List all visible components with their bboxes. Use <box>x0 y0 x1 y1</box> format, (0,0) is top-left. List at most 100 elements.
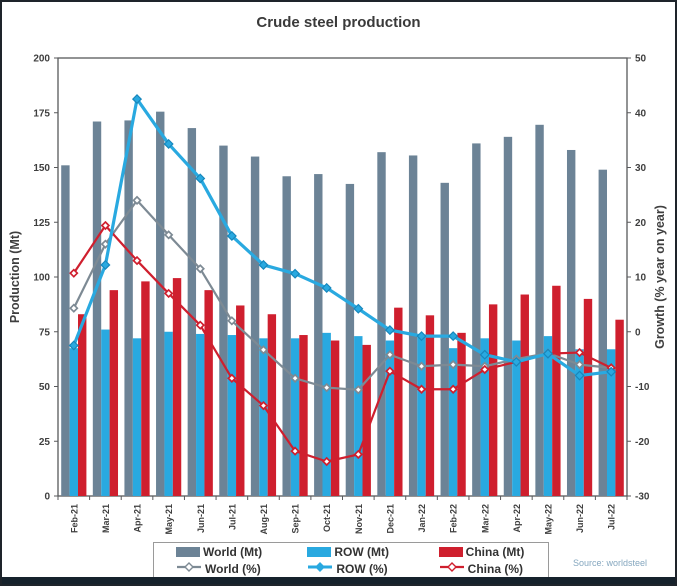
legend-swatch <box>176 546 200 557</box>
marker-row <box>195 173 206 184</box>
x-axis-month-label: Jun-22 <box>575 504 585 533</box>
bar-china-mt <box>172 278 182 496</box>
bar-world-mt <box>440 182 449 496</box>
right-axis-tick-label: 30 <box>635 163 647 174</box>
marker-china <box>321 456 332 467</box>
marker-world <box>132 195 142 206</box>
marker-row <box>574 370 585 381</box>
x-axis-month-label: Sep-21 <box>291 504 301 534</box>
marker-world <box>100 239 111 249</box>
bar-row-mt <box>164 331 173 496</box>
bar-world-mt <box>92 121 102 496</box>
marker-china <box>290 446 300 456</box>
bar-china-mt <box>425 315 435 496</box>
bar-world-mt <box>156 111 165 496</box>
bar-world-mt <box>503 136 513 496</box>
bar-china-mt <box>394 307 403 496</box>
marker-row <box>479 349 490 360</box>
legend-swatch <box>307 546 332 557</box>
x-axis-month-label: Jul-21 <box>227 504 237 530</box>
right-axis-tick-label: 50 <box>635 54 647 65</box>
x-axis-month-label: Dec-21 <box>385 504 395 534</box>
bar-row-mt <box>385 340 395 496</box>
marker-china <box>480 364 490 375</box>
bar-world-mt <box>566 149 576 497</box>
bar-row-mt <box>480 338 489 496</box>
chart-title: Crude steel production <box>256 14 421 31</box>
bar-world-mt <box>219 145 228 496</box>
bar-row-mt <box>354 336 363 496</box>
x-axis-month-label: Feb-22 <box>449 504 459 533</box>
bar-world-mt <box>61 165 70 496</box>
marker-world <box>574 359 585 370</box>
bar-china-mt <box>109 290 119 496</box>
line-china <box>72 224 613 463</box>
x-axis-month-label: Jun-21 <box>196 504 206 533</box>
legend-swatch <box>176 560 202 578</box>
marker-row <box>131 94 143 105</box>
bar-china-mt <box>520 294 529 496</box>
legend-item-row: ROW (%) <box>285 560 416 578</box>
bar-row-mt <box>606 349 616 496</box>
right-axis-tick-label: 20 <box>635 218 647 229</box>
marker-row <box>321 282 332 293</box>
x-axis-month-label: Mar-22 <box>480 504 490 533</box>
marker-china <box>353 449 364 460</box>
marker-row <box>258 259 269 271</box>
marker-row <box>353 303 364 314</box>
x-axis-month-label: Nov-21 <box>354 504 364 534</box>
legend-item-world: World (%) <box>154 560 285 578</box>
marker-world <box>227 316 237 326</box>
bar-china-mt <box>236 305 245 496</box>
marker-china <box>227 373 237 383</box>
marker-world <box>353 385 364 395</box>
right-axis-tick-label: 0 <box>635 327 641 338</box>
line-row <box>72 97 613 378</box>
bar-row-mt <box>259 338 268 496</box>
bottom-bar <box>2 577 675 584</box>
marker-row <box>290 268 301 279</box>
bar-world-mt <box>124 120 133 496</box>
bar-world-mt <box>345 183 355 497</box>
bar-world-mt <box>187 128 197 496</box>
legend-swatch <box>439 560 465 578</box>
marker-china <box>448 384 458 394</box>
right-axis-tick-label: 40 <box>635 108 647 119</box>
marker-china <box>416 384 427 394</box>
bar-china-mt <box>615 319 624 496</box>
left-axis-tick-label: 175 <box>33 108 50 119</box>
marker-world <box>321 382 332 393</box>
bar-row-mt <box>512 340 521 496</box>
marker-china <box>574 347 585 358</box>
marker-china <box>385 366 395 376</box>
left-axis-tick-label: 50 <box>39 382 51 393</box>
legend-label: ROW (%) <box>336 562 388 576</box>
x-axis-month-label: Apr-21 <box>133 504 143 533</box>
legend-label: China (%) <box>467 562 523 576</box>
left-axis-tick-label: 0 <box>44 492 50 503</box>
bar-world-mt <box>314 174 323 496</box>
bar-row-mt <box>322 332 331 496</box>
bar-row-mt <box>227 335 237 496</box>
right-axis-tick-label: 10 <box>635 273 647 284</box>
x-axis-month-label: May-21 <box>164 504 174 535</box>
bar-row-mt <box>290 338 300 496</box>
marker-row <box>384 325 395 336</box>
bar-china-mt <box>78 314 87 496</box>
bar-china-mt <box>267 314 277 496</box>
legend-label: World (%) <box>205 562 261 576</box>
x-axis-month-label: Jul-22 <box>607 504 617 530</box>
marker-china <box>163 288 174 299</box>
bar-world-mt <box>282 176 291 496</box>
legend-item-row-mt: ROW (Mt) <box>285 545 416 559</box>
bar-row-mt <box>69 348 79 496</box>
legend-label: World (Mt) <box>203 544 263 559</box>
marker-china <box>195 320 205 330</box>
source-credit: Source: worldsteel <box>572 558 647 568</box>
x-axis-month-label: Apr-22 <box>512 504 522 533</box>
legend-item-world-mt: World (Mt) <box>154 545 285 559</box>
marker-world <box>69 303 79 313</box>
marker-world <box>163 230 174 240</box>
right-axis-title: Growth (% year on year) <box>653 205 667 349</box>
